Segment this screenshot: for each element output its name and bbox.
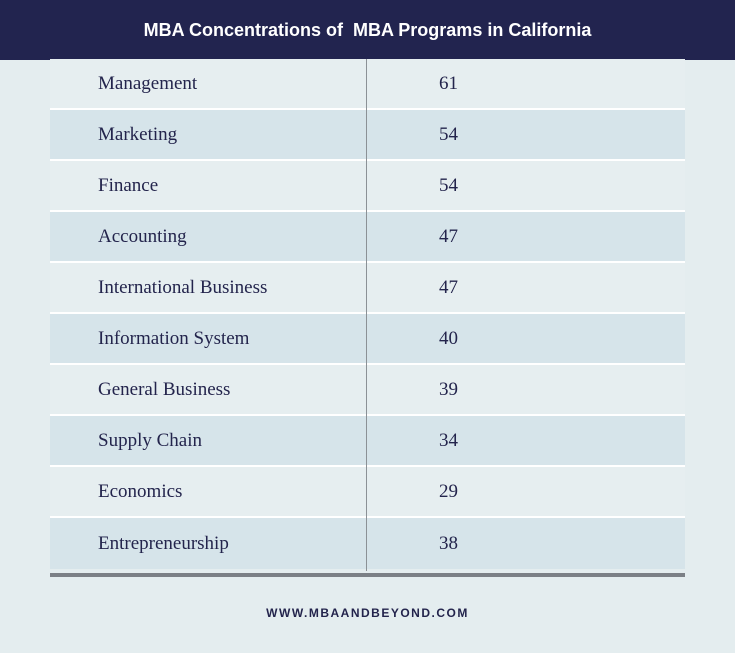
table-row: Accounting 47 <box>50 212 685 263</box>
program-count: 61 <box>439 72 458 94</box>
concentration: International Business <box>98 276 268 298</box>
concentration: Economics <box>98 480 183 502</box>
table-row: Economics 29 <box>50 467 685 518</box>
program-count: 39 <box>439 378 458 400</box>
table-row: General Business 39 <box>50 365 685 416</box>
table-row: Finance 54 <box>50 161 685 212</box>
table-row: International Business 47 <box>50 263 685 314</box>
concentration: Finance <box>98 174 159 196</box>
table-row: Supply Chain 34 <box>50 416 685 467</box>
table-row: Entrepreneurship 38 <box>50 518 685 569</box>
program-count: 47 <box>439 225 458 247</box>
header-bar: MBA Concentrations of MBA Programs in Ca… <box>0 0 735 60</box>
concentration: Supply Chain <box>98 429 202 451</box>
program-count: 40 <box>439 327 458 349</box>
title: MBA Concentrations of MBA Programs in Ca… <box>143 20 592 40</box>
table: Management 61 Marketing 54 Finance 54 Accounti… <box>50 59 685 569</box>
concentration: Information System <box>98 327 250 349</box>
bottom-rule <box>50 573 685 577</box>
footer: WWW.MBAANDBEYOND.COM <box>266 606 469 620</box>
concentration: Management <box>98 72 198 94</box>
program-count: 54 <box>439 174 458 196</box>
program-count: 38 <box>439 532 458 554</box>
concentration: General Business <box>98 378 231 400</box>
column-divider <box>366 59 367 571</box>
table-row: Information System 40 <box>50 314 685 365</box>
concentration: Entrepreneurship <box>98 532 229 554</box>
table-row: Marketing 54 <box>50 110 685 161</box>
program-count: 34 <box>439 429 458 451</box>
program-count: 54 <box>439 123 458 145</box>
concentration: Accounting <box>98 225 187 247</box>
table-row: Management 61 <box>50 59 685 110</box>
program-count: 29 <box>439 480 458 502</box>
concentration: Marketing <box>98 123 178 145</box>
program-count: 47 <box>439 276 458 298</box>
